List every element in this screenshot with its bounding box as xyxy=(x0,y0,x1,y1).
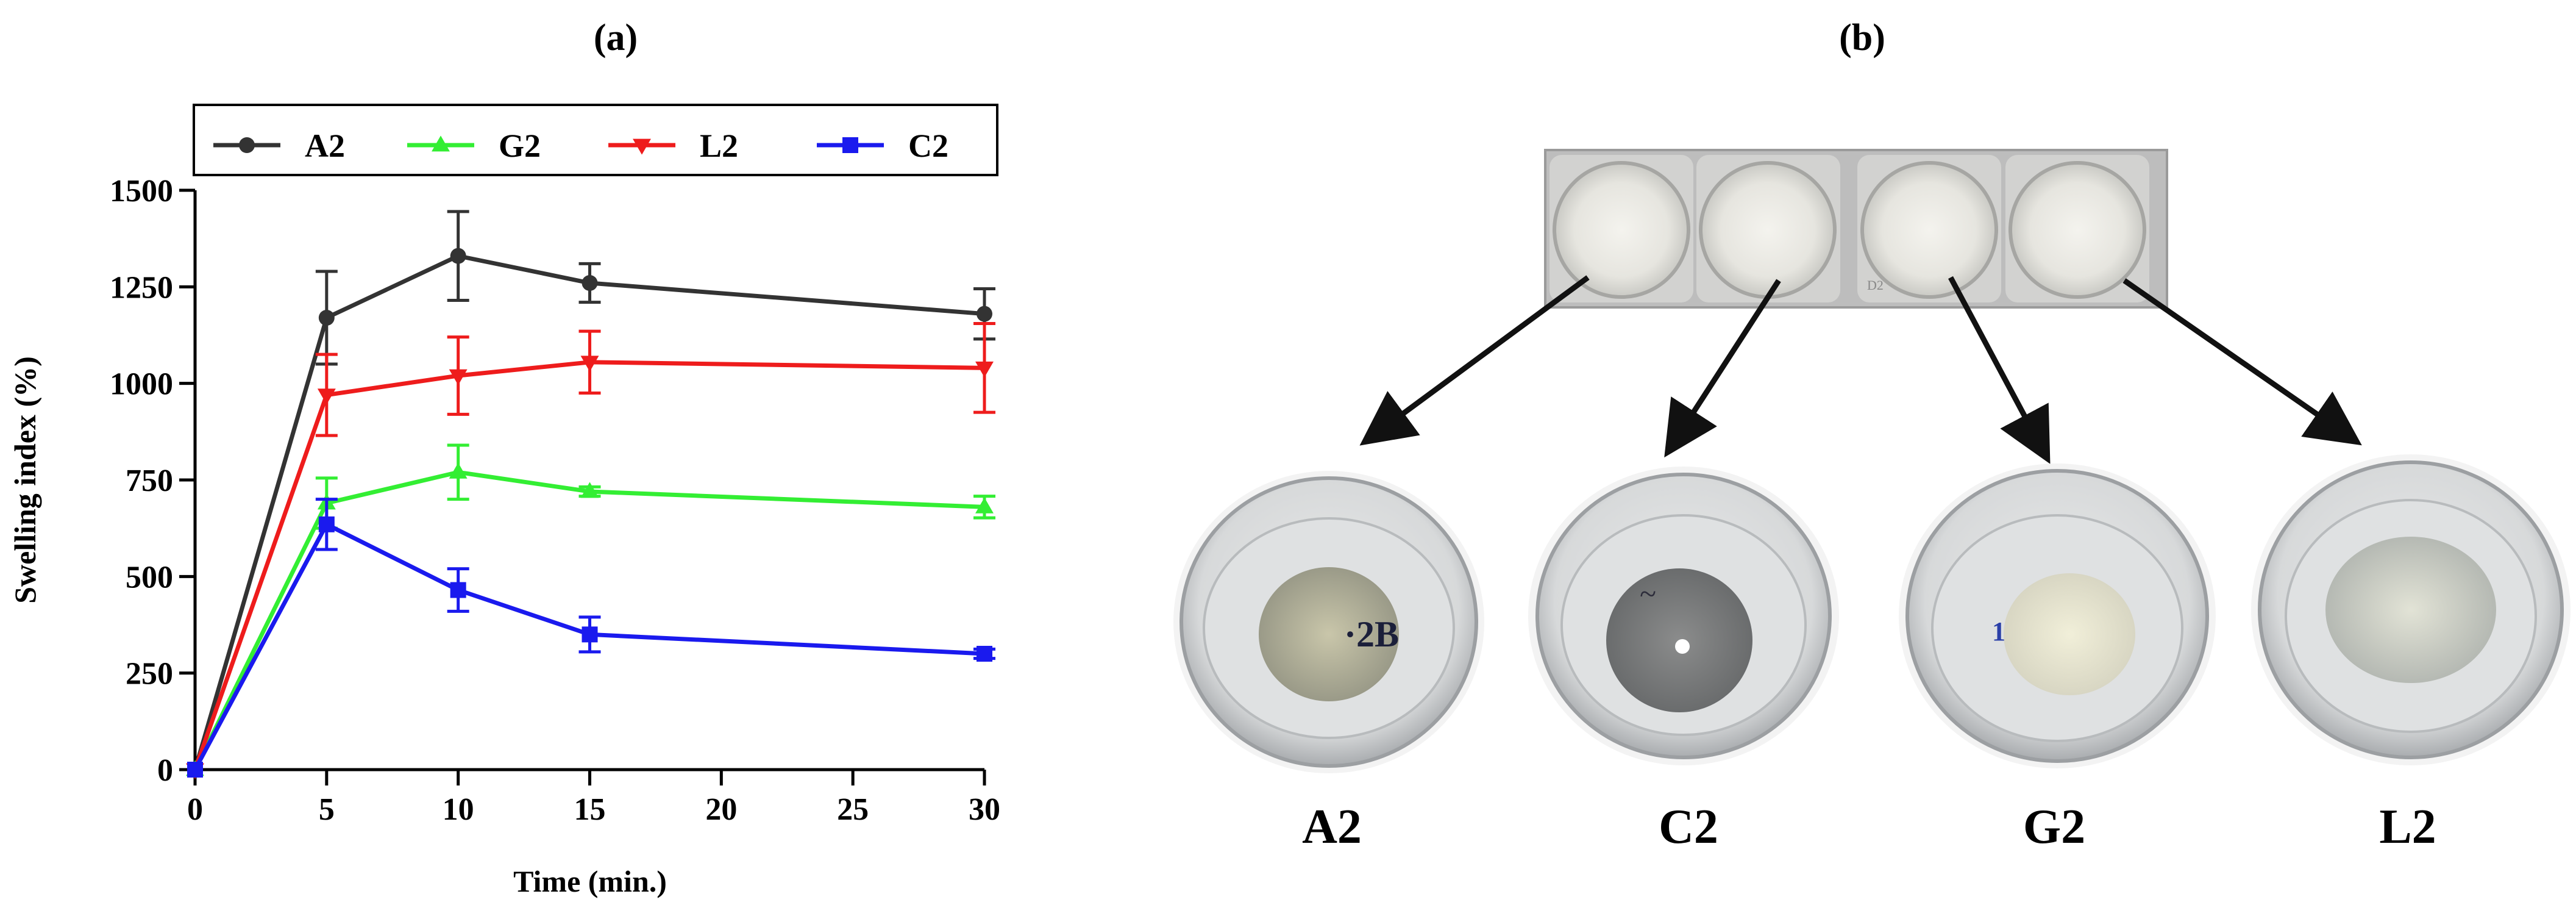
well-3-mark: D2 xyxy=(1867,277,1884,293)
dish-l2: L2 xyxy=(2251,454,2571,854)
legend-label-a2: A2 xyxy=(305,127,345,164)
legend-item-c2: C2 xyxy=(817,127,948,164)
arrow-to-c2 xyxy=(1664,279,1781,458)
x-tick-label: 30 xyxy=(969,792,1000,827)
data-point-l2 xyxy=(449,369,468,385)
legend-label-l2: L2 xyxy=(700,127,738,164)
dish-c2-label: C2 xyxy=(1659,800,1718,854)
y-tick-label: 1250 xyxy=(110,270,173,305)
data-point-c2 xyxy=(187,762,203,778)
data-point-a2 xyxy=(450,248,466,264)
y-tick-label: 500 xyxy=(126,560,173,595)
data-point-l2 xyxy=(317,388,336,405)
arrow-to-a2 xyxy=(1359,275,1590,446)
dish-l2-label: L2 xyxy=(2379,800,2436,854)
legend-item-a2: A2 xyxy=(213,127,345,164)
dish-a2-label: A2 xyxy=(1302,800,1362,854)
legend-marker-l2 xyxy=(633,138,651,155)
legend-item-l2: L2 xyxy=(608,127,738,164)
well-1 xyxy=(1550,155,1693,302)
y-tick-label: 250 xyxy=(126,657,173,692)
y-tick-label: 1500 xyxy=(110,174,173,209)
y-tick-label: 750 xyxy=(126,463,173,498)
well-plate-strip: D2 xyxy=(1544,149,2168,309)
legend-marker-g2 xyxy=(432,135,450,152)
arrow-to-l2 xyxy=(2122,278,2362,446)
y-tick-label: 1000 xyxy=(110,367,173,402)
data-point-c2 xyxy=(450,582,466,598)
data-point-a2 xyxy=(582,275,598,291)
data-point-g2 xyxy=(975,497,994,513)
data-point-c2 xyxy=(318,516,335,532)
x-tick-label: 25 xyxy=(837,792,869,827)
arrows xyxy=(1359,275,2362,464)
y-axis-title: Swelling index (%) xyxy=(8,356,42,604)
data-point-a2 xyxy=(977,306,992,322)
x-axis-title: Time (min.) xyxy=(513,864,667,898)
legend-item-g2: G2 xyxy=(407,127,541,164)
series-line-l2 xyxy=(193,360,985,771)
well-4 xyxy=(2005,155,2149,302)
data-point-l2 xyxy=(580,356,599,372)
series-c2 xyxy=(187,498,995,778)
x-tick-label: 20 xyxy=(705,792,737,827)
panel-a-label: (a) xyxy=(594,17,638,59)
legend-frame xyxy=(193,104,998,176)
panel-b-label: (b) xyxy=(1839,17,1885,59)
dish-g2-marking: 1 xyxy=(1992,617,2005,646)
well-3: D2 xyxy=(1857,155,2001,302)
dish-a2-marking: ·2B xyxy=(1344,614,1399,654)
dish-g2-label: G2 xyxy=(2023,800,2085,854)
data-point-l2 xyxy=(975,361,994,377)
well-2 xyxy=(1696,155,1840,302)
dish-c2-marking: ~ xyxy=(1640,576,1656,610)
data-point-g2 xyxy=(449,462,468,479)
x-tick-label: 5 xyxy=(319,792,335,827)
dish-g2: 1 G2 xyxy=(1899,463,2216,854)
legend-marker-c2 xyxy=(842,137,858,153)
dish-c2: ~ C2 xyxy=(1528,467,1839,854)
dish-a2: ·2B A2 xyxy=(1173,471,1484,854)
data-point-g2 xyxy=(580,482,599,498)
x-tick-label: 10 xyxy=(443,792,474,827)
legend-label-c2: C2 xyxy=(908,127,948,164)
series-g2 xyxy=(186,443,995,776)
series-l2 xyxy=(186,322,995,779)
arrow-to-g2 xyxy=(1948,276,2051,464)
legend-marker-a2 xyxy=(239,137,255,153)
data-point-c2 xyxy=(977,646,992,662)
y-tick-label: 0 xyxy=(157,753,173,788)
legend-label-g2: G2 xyxy=(499,127,541,164)
data-point-c2 xyxy=(582,626,598,643)
legend: A2 G2 L2 C2 xyxy=(193,104,998,176)
swelling-chart: A2 G2 L2 C2 0 250 500 750 1000 1250 1500 0 5 10 15 20… xyxy=(8,104,1000,898)
x-tick-label: 15 xyxy=(574,792,606,827)
x-tick-label: 0 xyxy=(187,792,203,827)
data-point-a2 xyxy=(318,310,335,326)
